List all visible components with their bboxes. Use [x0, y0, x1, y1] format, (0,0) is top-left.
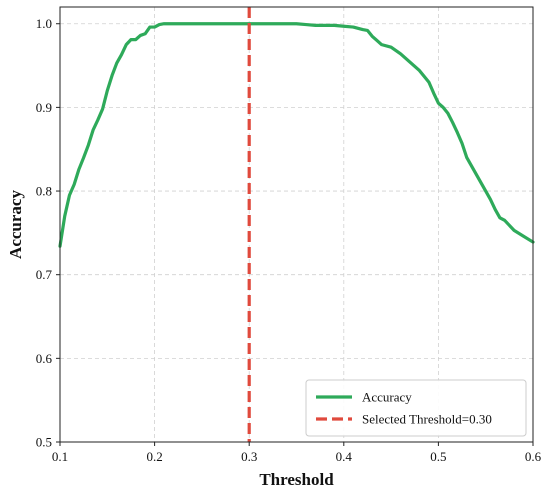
legend: Accuracy Selected Threshold=0.30	[305, 379, 527, 437]
legend-label: Accuracy	[362, 390, 412, 405]
axis-ticks: 0.1 0.2 0.3 0.4 0.5 0.6 0.5 0.6 0.7 0.8 0.9 1.0	[36, 16, 542, 464]
y-tick-label: 0.8	[36, 184, 52, 199]
x-tick-label: 0.3	[241, 449, 257, 464]
x-tick-label: 0.6	[525, 449, 542, 464]
x-axis-label: Threshold	[259, 470, 334, 489]
x-tick-label: 0.5	[430, 449, 446, 464]
y-tick-label: 1.0	[36, 16, 52, 31]
accuracy-line	[58, 22, 535, 248]
y-tick-label: 0.7	[36, 267, 53, 282]
legend-label: Selected Threshold=0.30	[362, 412, 492, 427]
grid	[59, 7, 534, 443]
plot-frame	[59, 6, 534, 443]
y-tick-label: 0.5	[36, 435, 52, 450]
y-tick-label: 0.6	[36, 351, 53, 366]
y-tick-label: 0.9	[36, 100, 52, 115]
plot-series	[58, 7, 535, 442]
x-tick-label: 0.1	[52, 449, 68, 464]
legend-box	[305, 379, 527, 437]
x-tick-label: 0.4	[336, 449, 353, 464]
x-tick-label: 0.2	[146, 449, 162, 464]
y-axis-label: Accuracy	[6, 190, 25, 259]
